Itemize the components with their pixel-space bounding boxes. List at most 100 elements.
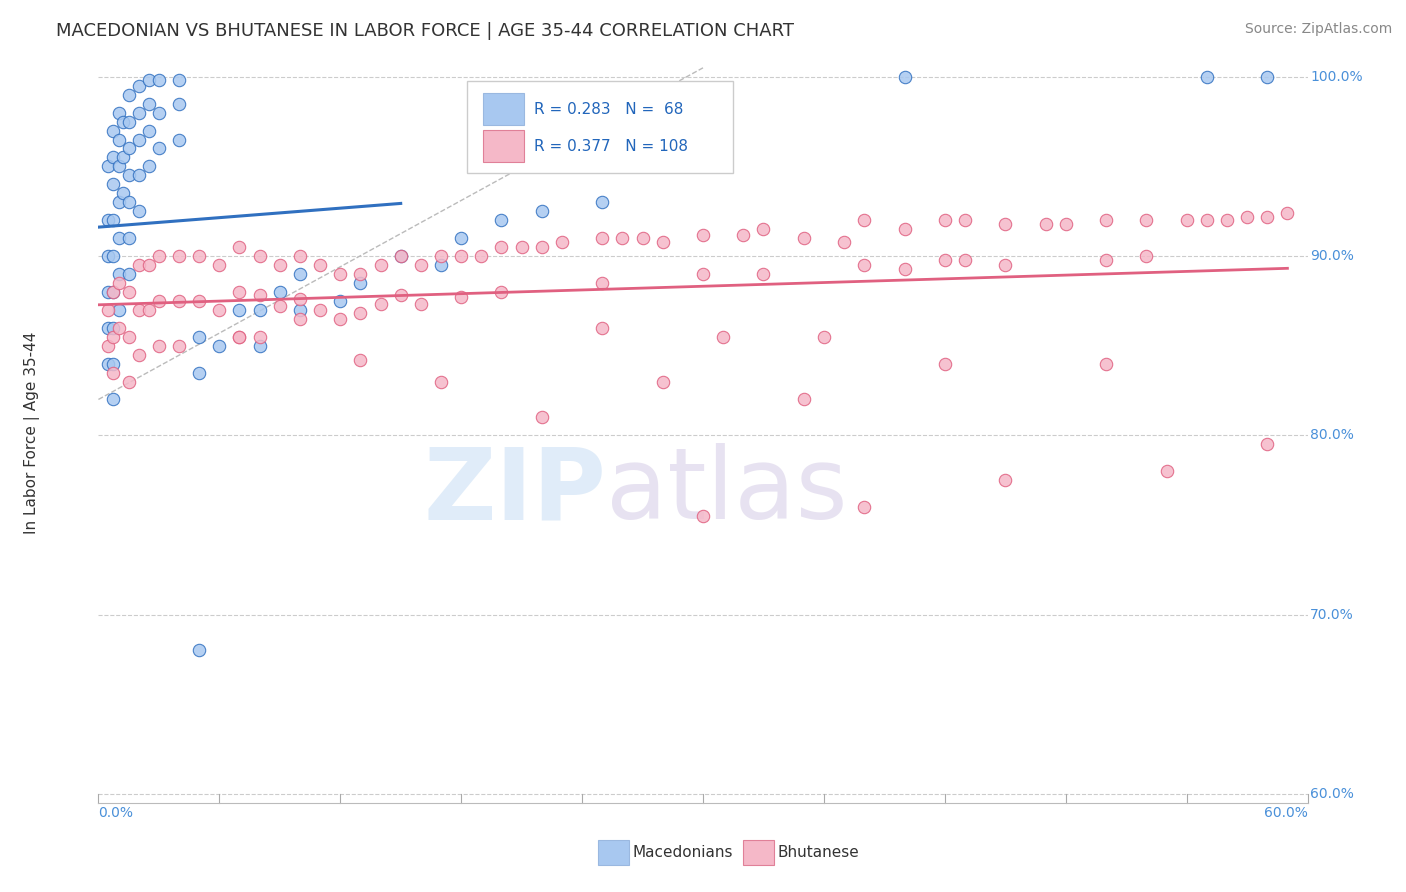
FancyBboxPatch shape — [598, 840, 630, 865]
Point — [430, 375, 453, 389]
Point — [349, 276, 371, 290]
Point — [97, 320, 120, 334]
Point — [288, 302, 311, 317]
Point — [934, 252, 956, 267]
Point — [138, 123, 160, 137]
Point — [107, 320, 129, 334]
Point — [349, 306, 371, 320]
Point — [329, 311, 352, 326]
Point — [491, 213, 513, 227]
Point — [118, 285, 141, 299]
Point — [450, 231, 472, 245]
Point — [389, 249, 412, 263]
Point — [188, 329, 211, 343]
Point — [309, 302, 332, 317]
Point — [591, 276, 613, 290]
Point — [692, 508, 714, 523]
Point — [752, 267, 775, 281]
Point — [612, 231, 634, 245]
Point — [430, 258, 453, 272]
Point — [118, 375, 141, 389]
Point — [288, 267, 311, 281]
Point — [107, 132, 129, 146]
Point — [118, 329, 141, 343]
Point — [249, 302, 271, 317]
Point — [733, 227, 755, 242]
Point — [249, 339, 271, 353]
Text: 60.0%: 60.0% — [1264, 806, 1308, 821]
Point — [994, 258, 1017, 272]
Point — [591, 231, 613, 245]
Point — [934, 213, 956, 227]
Point — [530, 410, 553, 425]
Point — [1035, 217, 1057, 231]
Point — [107, 231, 129, 245]
Point — [430, 249, 453, 263]
Point — [101, 357, 124, 371]
Point — [128, 105, 150, 120]
Point — [1054, 217, 1077, 231]
Point — [450, 249, 472, 263]
Point — [1277, 206, 1299, 220]
FancyBboxPatch shape — [482, 130, 524, 162]
Point — [118, 195, 141, 210]
FancyBboxPatch shape — [482, 93, 524, 126]
Point — [269, 285, 291, 299]
Point — [208, 302, 231, 317]
Point — [97, 339, 120, 353]
Point — [128, 348, 150, 362]
Point — [107, 276, 129, 290]
Point — [118, 87, 141, 102]
Point — [389, 249, 412, 263]
Point — [167, 73, 190, 87]
Point — [138, 96, 160, 111]
Text: Source: ZipAtlas.com: Source: ZipAtlas.com — [1244, 22, 1392, 37]
Point — [97, 285, 120, 299]
Point — [510, 240, 533, 254]
Point — [893, 70, 915, 84]
Point — [1095, 213, 1118, 227]
Text: In Labor Force | Age 35-44: In Labor Force | Age 35-44 — [24, 332, 39, 533]
Point — [107, 302, 129, 317]
Text: ZIP: ZIP — [423, 443, 606, 541]
Text: Macedonians: Macedonians — [633, 845, 734, 860]
Point — [101, 123, 124, 137]
Point — [128, 302, 150, 317]
Point — [118, 141, 141, 155]
Point — [1156, 464, 1178, 478]
Point — [188, 249, 211, 263]
Point — [249, 329, 271, 343]
Point — [97, 302, 120, 317]
Point — [288, 249, 311, 263]
Text: 0.0%: 0.0% — [98, 806, 134, 821]
Point — [994, 473, 1017, 487]
Text: atlas: atlas — [606, 443, 848, 541]
Point — [128, 132, 150, 146]
Point — [148, 293, 170, 308]
Text: 100.0%: 100.0% — [1310, 70, 1362, 84]
Point — [148, 141, 170, 155]
Point — [953, 252, 976, 267]
Point — [138, 73, 160, 87]
Point — [128, 78, 150, 93]
Point — [349, 267, 371, 281]
Point — [208, 258, 231, 272]
Point — [111, 151, 134, 165]
Point — [167, 293, 190, 308]
Point — [167, 249, 190, 263]
Point — [107, 195, 129, 210]
Point — [228, 302, 250, 317]
Point — [1256, 70, 1278, 84]
Text: 60.0%: 60.0% — [1310, 787, 1354, 801]
Point — [288, 292, 311, 306]
Point — [288, 311, 311, 326]
Point — [793, 392, 815, 407]
Point — [1135, 249, 1157, 263]
Point — [813, 329, 835, 343]
Point — [128, 169, 150, 183]
Point — [111, 186, 134, 201]
FancyBboxPatch shape — [742, 840, 775, 865]
Point — [953, 213, 976, 227]
Point — [1095, 357, 1118, 371]
Point — [853, 500, 876, 514]
